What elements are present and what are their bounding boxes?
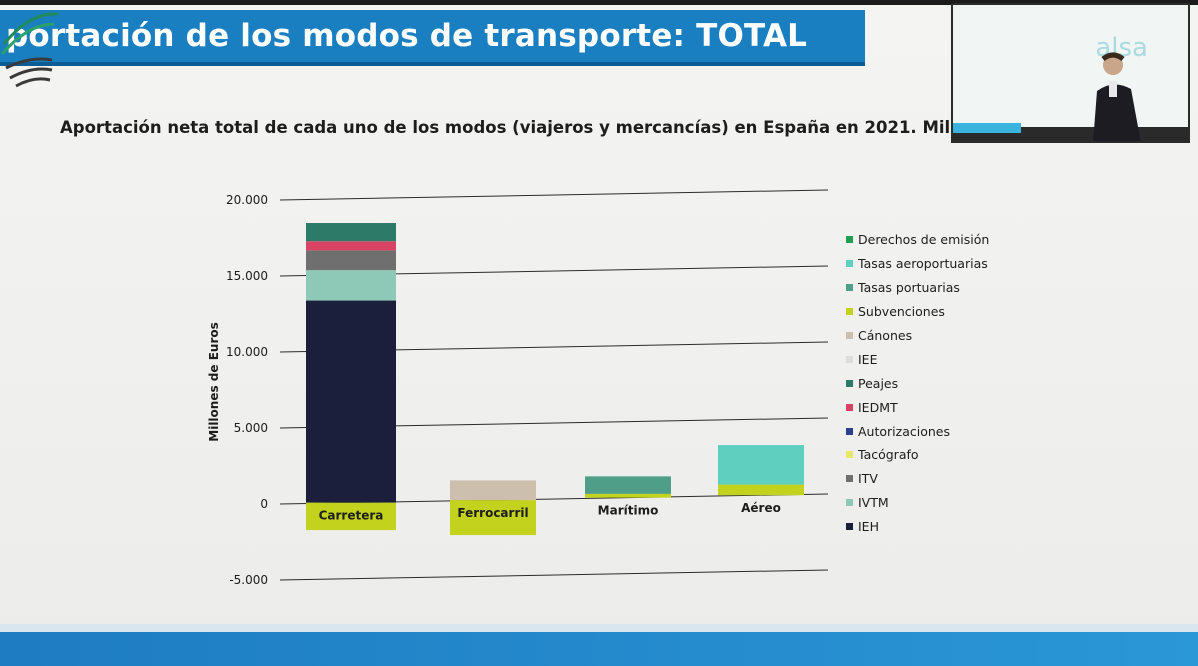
legend-swatch bbox=[846, 403, 853, 411]
legend-swatch bbox=[846, 427, 853, 435]
legend-label: IVTM bbox=[858, 495, 889, 511]
y-tick-label: 10.000 bbox=[226, 345, 268, 359]
legend-label: Subvenciones bbox=[858, 304, 945, 320]
bar-segment bbox=[585, 493, 671, 498]
bar-segment bbox=[306, 502, 396, 531]
title-bar: portación de los modos de transporte: TO… bbox=[0, 10, 865, 66]
legend-label: Tasas aeroportuarias bbox=[858, 256, 988, 272]
bar-layer bbox=[306, 223, 804, 536]
legend-label: Tasas portuarias bbox=[858, 280, 960, 296]
legend-label: ITV bbox=[858, 471, 878, 487]
slide-title: portación de los modos de transporte: TO… bbox=[6, 18, 808, 54]
legend-swatch bbox=[846, 451, 853, 459]
bar-segment bbox=[306, 250, 396, 271]
legend-item: Tasas portuarias bbox=[846, 276, 989, 300]
bar-segment bbox=[306, 223, 396, 242]
y-tick-label: -5.000 bbox=[229, 573, 268, 587]
legend-item: Subvenciones bbox=[846, 300, 989, 324]
bar-segment bbox=[718, 445, 804, 485]
legend-swatch bbox=[846, 332, 853, 339]
legend-swatch bbox=[846, 260, 853, 268]
legend-swatch bbox=[846, 475, 853, 483]
bottom-bar bbox=[0, 624, 1198, 666]
legend-label: Peajes bbox=[858, 375, 899, 391]
legend-swatch bbox=[846, 236, 853, 244]
legend-item: Autorizaciones bbox=[846, 419, 989, 443]
legend-label: Autorizaciones bbox=[858, 423, 950, 439]
bar-segment bbox=[306, 241, 396, 251]
gridline bbox=[279, 569, 829, 581]
y-tick-label: 15.000 bbox=[226, 269, 268, 283]
legend-swatch bbox=[846, 523, 853, 531]
legend-item: Derechos de emisión bbox=[846, 228, 989, 252]
y-tick-label: 0 bbox=[260, 497, 268, 511]
legend-item: Tacógrafo bbox=[846, 443, 989, 467]
gridline bbox=[279, 189, 829, 201]
legend-label: IEE bbox=[858, 351, 878, 367]
legend-swatch bbox=[846, 284, 853, 292]
bar-segment bbox=[306, 270, 396, 301]
category-label: Marítimo bbox=[598, 504, 659, 518]
bar-segment bbox=[450, 480, 536, 501]
legend-item: Cánones bbox=[846, 324, 989, 348]
presenter-icon bbox=[1093, 52, 1141, 141]
legend-item: IEH bbox=[846, 515, 989, 539]
y-axis-title: Millones de Euros bbox=[207, 322, 221, 441]
legend-swatch bbox=[846, 355, 853, 363]
y-tick-label: 5.000 bbox=[234, 421, 268, 435]
legend-swatch bbox=[846, 379, 853, 387]
legend-swatch bbox=[846, 499, 853, 507]
legend-label: Cánones bbox=[858, 328, 913, 343]
category-label: Aéreo bbox=[741, 501, 781, 515]
chart-subtitle: Aportación neta total de cada uno de los… bbox=[60, 118, 979, 137]
legend-label: IEH bbox=[858, 519, 879, 535]
legend-item: IEE bbox=[846, 347, 989, 371]
bar-segment bbox=[450, 500, 536, 536]
legend-item: Tasas aeroportuarias bbox=[846, 252, 989, 276]
bar-segment bbox=[585, 476, 671, 494]
legend-label: Tacógrafo bbox=[858, 447, 919, 463]
video-overlay[interactable]: alsa bbox=[951, 3, 1190, 143]
legend-item: IEDMT bbox=[846, 395, 989, 419]
legend-item: Peajes bbox=[846, 371, 989, 395]
top-strip bbox=[0, 0, 1198, 5]
category-label: Ferrocarril bbox=[457, 506, 528, 520]
legend-swatch bbox=[846, 308, 853, 316]
category-label: Carretera bbox=[319, 509, 384, 523]
video-stage-strip bbox=[953, 123, 1021, 133]
bar-segment bbox=[718, 484, 804, 496]
label-layer: 20.000 15.000 10.000 5.000 0 -5.000 Carretera F… bbox=[226, 193, 781, 587]
legend-label: IEDMT bbox=[858, 399, 898, 415]
legend-label: Derechos de emisión bbox=[858, 232, 990, 248]
legend-item: IVTM bbox=[846, 491, 989, 515]
legend-item: ITV bbox=[846, 467, 989, 491]
logo-swirl-icon bbox=[0, 12, 59, 88]
y-tick-label: 20.000 bbox=[226, 193, 268, 207]
chart-legend: Derechos de emisión Tasas aeroportuarias T… bbox=[846, 228, 989, 539]
bar-segment bbox=[306, 300, 396, 503]
